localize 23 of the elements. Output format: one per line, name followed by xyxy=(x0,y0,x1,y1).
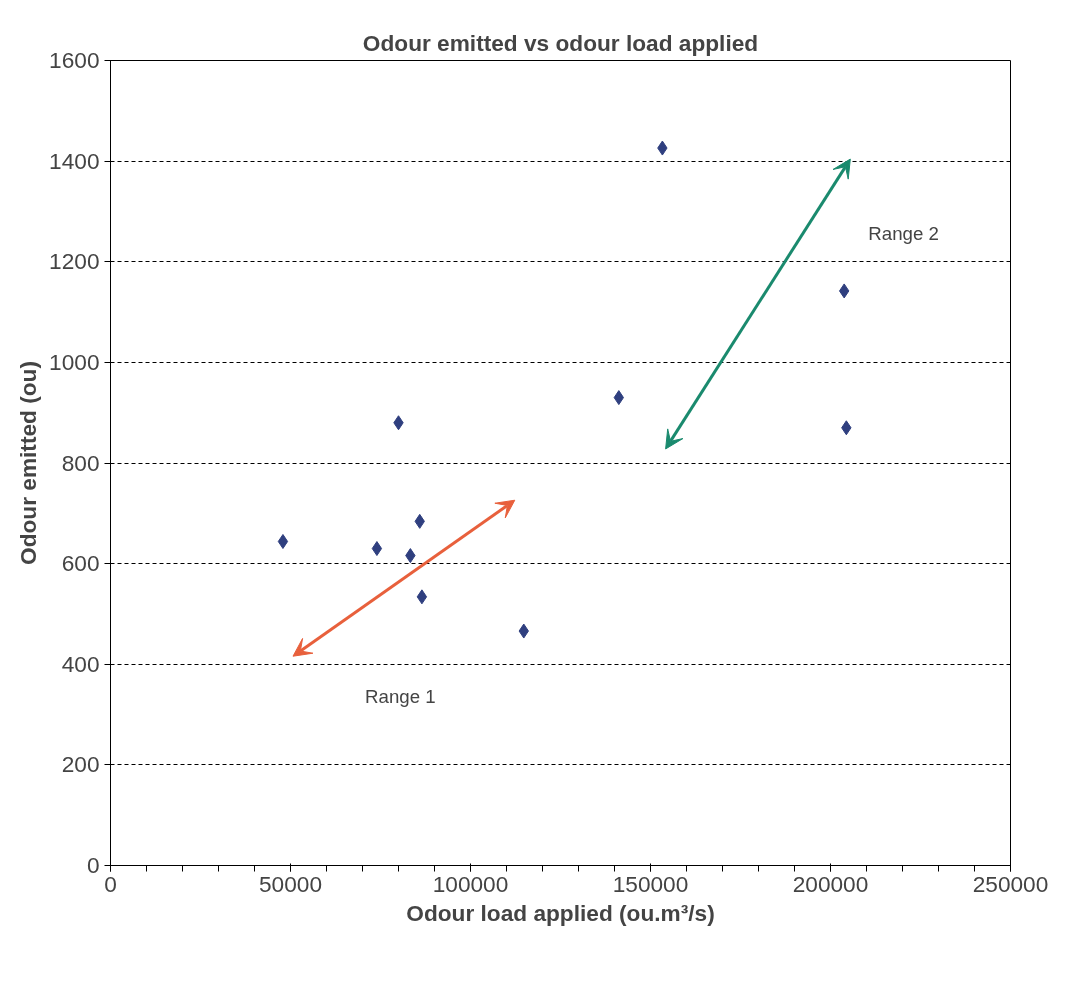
y-tick-label: 800 xyxy=(61,449,100,476)
y-tick-label: 400 xyxy=(61,650,100,677)
x-tick-label: 50000 xyxy=(259,870,323,897)
point xyxy=(416,589,428,605)
y-tick-label: 1600 xyxy=(49,47,100,73)
x-tick-label: 100000 xyxy=(432,870,509,897)
x-axis-title: Odour load applied (ou.m³/s) xyxy=(406,899,715,926)
x-tick-label: 200000 xyxy=(792,870,869,897)
x-tick-label: 250000 xyxy=(972,870,1049,897)
chart-title: Odour emitted vs odour load applied xyxy=(362,29,759,56)
y-tick-label: 1200 xyxy=(49,248,100,275)
y-tick-label: 1400 xyxy=(49,147,100,174)
point xyxy=(371,541,383,557)
x-tick-label: 0 xyxy=(104,870,117,897)
y-tick-label: 600 xyxy=(61,550,100,577)
y-tick-label: 1000 xyxy=(49,348,100,375)
annotation: Range 1 xyxy=(365,685,436,707)
y-tick-label: 200 xyxy=(61,751,100,778)
x-tick-label: 150000 xyxy=(612,870,689,897)
y-axis-title: Odour emitted (ou) xyxy=(15,361,42,565)
point xyxy=(277,533,289,549)
annotation: Range 2 xyxy=(868,223,939,245)
y-tick-label: 0 xyxy=(86,852,100,878)
